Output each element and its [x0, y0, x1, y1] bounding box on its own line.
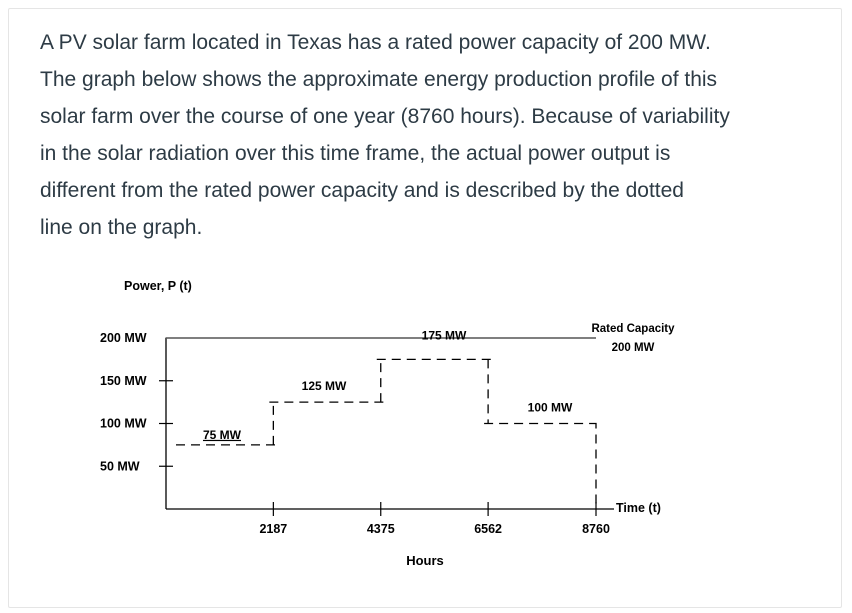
step-value-label: 125 MW [302, 379, 347, 393]
x-axis-end-label: Time (t) [616, 501, 661, 515]
step-value-label: 100 MW [528, 401, 573, 415]
question-card [8, 8, 842, 608]
x-tick-label: 2187 [259, 522, 287, 536]
actual-power-dashed-line [176, 358, 597, 509]
rated-capacity-label: Rated Capacity [591, 323, 675, 335]
problem-line: in the solar radiation over this time fr… [40, 142, 671, 165]
step-value-label: 75 MW [203, 428, 242, 442]
x-tick-label: 4375 [367, 522, 395, 536]
problem-line: The graph below shows the approximate en… [40, 68, 718, 91]
x-tick-label: 6562 [474, 522, 502, 536]
y-tick-label: 100 MW [100, 417, 147, 431]
y-axis-label: Power, P (t) [124, 279, 192, 293]
step-value-label: 175 MW [422, 328, 467, 342]
x-axis-label: Hours [406, 553, 444, 568]
rated-capacity-value-label: 200 MW [612, 342, 655, 354]
problem-line: line on the graph. [40, 216, 203, 239]
y-tick-label: 50 MW [100, 459, 140, 473]
problem-line: different from the rated power capacity … [40, 179, 684, 202]
y-tick-label: 200 MW [100, 331, 147, 345]
problem-statement: A PV solar farm located in Texas has a r… [40, 24, 830, 246]
problem-line: solar farm over the course of one year (… [40, 105, 730, 128]
y-tick-label: 150 MW [100, 374, 147, 388]
problem-line: A PV solar farm located in Texas has a r… [40, 31, 711, 54]
x-tick-label: 8760 [582, 522, 610, 536]
